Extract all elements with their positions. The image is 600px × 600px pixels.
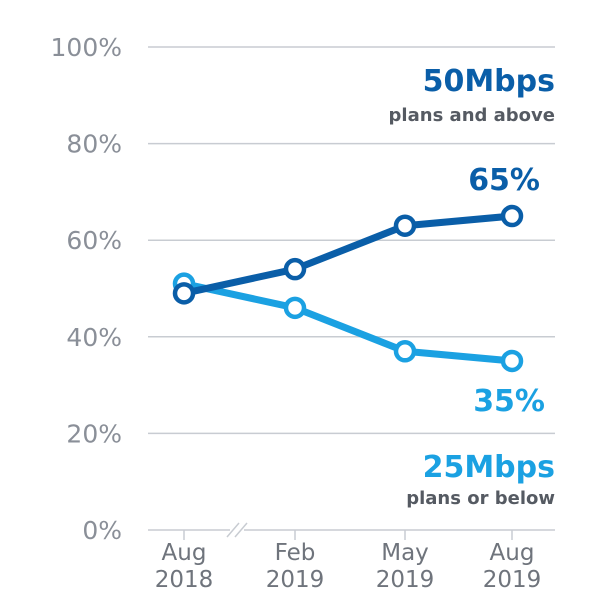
end-value-label: 35% [473, 384, 545, 419]
data-point [500, 349, 524, 373]
series-line [180, 280, 516, 365]
data-point [500, 204, 524, 228]
series-label-main: 50Mbps [423, 64, 555, 99]
series-50mbps [172, 204, 524, 305]
series-label-main: 25Mbps [423, 450, 555, 485]
y-tick-label: 100% [51, 33, 122, 62]
y-tick-label: 40% [66, 323, 122, 352]
x-tick-label-month: Aug [490, 540, 535, 566]
y-tick-label: 80% [66, 130, 122, 159]
y-tick-label: 0% [82, 516, 122, 545]
annotations: 50Mbps plans and above 65% 35% 25Mbps plans o… [389, 64, 555, 509]
end-value-label: 65% [468, 163, 540, 198]
series-line [180, 212, 516, 297]
axis-break-mark [226, 522, 240, 538]
y-axis-ticks: 0% 20% 40% 60% 80% 100% [51, 33, 122, 545]
y-tick-label: 20% [66, 419, 122, 448]
axis-break [226, 522, 248, 538]
data-point [393, 340, 417, 363]
x-tick-label-year: 2019 [266, 567, 325, 593]
x-tick-label-year: 2018 [155, 567, 214, 593]
series-25mbps [172, 272, 524, 373]
x-tick-label-year: 2019 [483, 567, 542, 593]
axis-break-gap [230, 528, 244, 532]
data-point [172, 282, 196, 305]
series-label-sub: plans or below [406, 488, 555, 509]
grid-lines [148, 46, 555, 532]
series-label-sub: plans and above [389, 105, 555, 126]
data-point [283, 296, 307, 320]
x-tick-label-month: Feb [275, 540, 316, 566]
y-tick-label: 60% [66, 226, 122, 255]
x-tick-label-month: Aug [162, 540, 207, 566]
data-point [393, 214, 417, 237]
x-tick-label-month: May [381, 540, 429, 566]
axis-break-mark [234, 522, 248, 538]
x-tick-label-year: 2019 [376, 567, 435, 593]
series [172, 204, 524, 373]
data-point [283, 257, 307, 281]
